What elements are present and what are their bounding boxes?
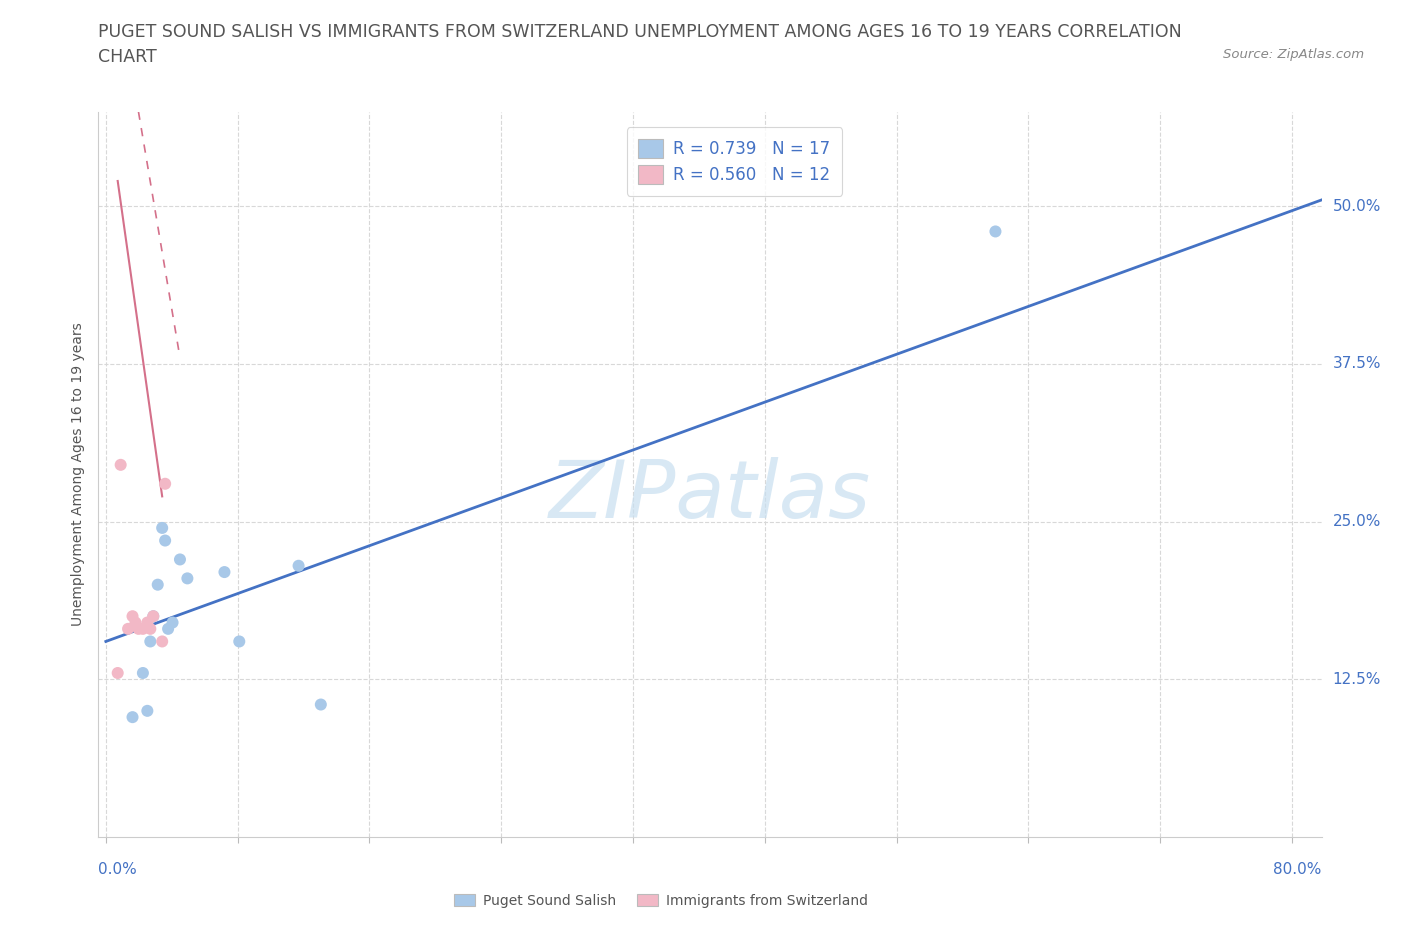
Text: 25.0%: 25.0% bbox=[1333, 514, 1381, 529]
Point bbox=[309, 698, 332, 712]
Point bbox=[150, 521, 173, 536]
Point bbox=[132, 666, 155, 681]
Point bbox=[142, 609, 165, 624]
Point bbox=[153, 476, 176, 491]
Text: ZIPatlas: ZIPatlas bbox=[548, 457, 872, 535]
Point bbox=[287, 558, 309, 573]
Point bbox=[984, 224, 1007, 239]
Point bbox=[121, 609, 143, 624]
Point bbox=[146, 578, 169, 592]
Legend: Puget Sound Salish, Immigrants from Switzerland: Puget Sound Salish, Immigrants from Swit… bbox=[449, 888, 873, 913]
Point bbox=[176, 571, 198, 586]
Text: 12.5%: 12.5% bbox=[1333, 671, 1381, 686]
Y-axis label: Unemployment Among Ages 16 to 19 years: Unemployment Among Ages 16 to 19 years bbox=[72, 323, 86, 626]
Point bbox=[169, 552, 191, 567]
Point bbox=[214, 565, 236, 579]
Text: 80.0%: 80.0% bbox=[1274, 862, 1322, 877]
Point bbox=[117, 621, 139, 636]
Point bbox=[139, 634, 162, 649]
Text: Source: ZipAtlas.com: Source: ZipAtlas.com bbox=[1223, 48, 1364, 61]
Point bbox=[139, 621, 162, 636]
Point bbox=[162, 615, 184, 630]
Point bbox=[124, 615, 146, 630]
Point bbox=[132, 621, 155, 636]
Point bbox=[142, 609, 165, 624]
Text: PUGET SOUND SALISH VS IMMIGRANTS FROM SWITZERLAND UNEMPLOYMENT AMONG AGES 16 TO : PUGET SOUND SALISH VS IMMIGRANTS FROM SW… bbox=[98, 23, 1182, 41]
Point bbox=[157, 621, 180, 636]
Text: 37.5%: 37.5% bbox=[1333, 356, 1381, 371]
Point bbox=[110, 458, 132, 472]
Point bbox=[136, 615, 159, 630]
Point bbox=[150, 634, 173, 649]
Text: 50.0%: 50.0% bbox=[1333, 199, 1381, 214]
Point bbox=[136, 703, 159, 718]
Text: CHART: CHART bbox=[98, 48, 157, 66]
Point bbox=[228, 634, 250, 649]
Point bbox=[107, 666, 129, 681]
Point bbox=[127, 621, 149, 636]
Point bbox=[153, 533, 176, 548]
Point bbox=[121, 710, 143, 724]
Text: 0.0%: 0.0% bbox=[98, 862, 138, 877]
